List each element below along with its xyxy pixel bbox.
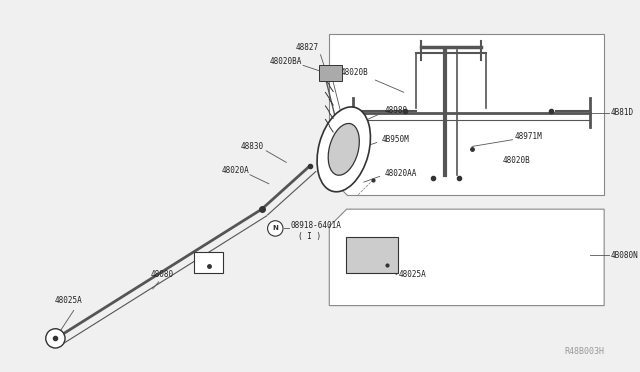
Text: 4B81D: 4B81D	[611, 108, 634, 117]
Text: 48020BA: 48020BA	[269, 57, 302, 66]
Polygon shape	[330, 33, 604, 195]
Text: 48971M: 48971M	[515, 132, 542, 141]
Text: 48020B: 48020B	[503, 156, 531, 166]
Text: 48080: 48080	[151, 270, 174, 279]
Text: 48020B: 48020B	[341, 68, 369, 77]
Text: 48827: 48827	[296, 43, 319, 52]
Text: R48B003H: R48B003H	[564, 347, 604, 356]
Text: 48025A: 48025A	[399, 270, 426, 279]
Circle shape	[268, 221, 283, 236]
Text: 48020AA: 48020AA	[384, 169, 417, 178]
Text: 4B080N: 4B080N	[611, 251, 639, 260]
Text: 4B950M: 4B950M	[381, 135, 409, 144]
Text: ( I ): ( I )	[298, 232, 321, 241]
FancyBboxPatch shape	[346, 237, 398, 273]
Text: 48020A: 48020A	[221, 166, 249, 175]
FancyBboxPatch shape	[319, 65, 342, 81]
Text: 48980: 48980	[384, 106, 408, 115]
Ellipse shape	[317, 107, 371, 192]
Circle shape	[45, 329, 65, 348]
Text: 08918-6401A: 08918-6401A	[291, 221, 342, 230]
Polygon shape	[330, 209, 604, 305]
Text: N: N	[273, 225, 278, 231]
Ellipse shape	[328, 124, 359, 175]
Text: 48025A: 48025A	[54, 296, 82, 305]
FancyBboxPatch shape	[195, 251, 223, 273]
Text: 48830: 48830	[241, 142, 264, 151]
